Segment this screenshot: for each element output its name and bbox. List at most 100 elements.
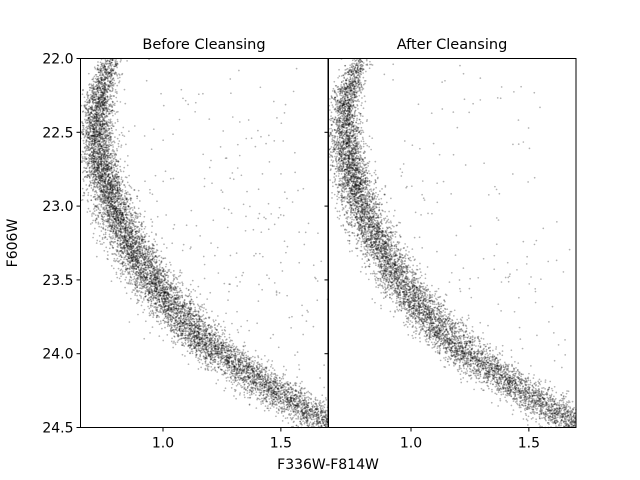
scatter-point xyxy=(103,237,106,239)
scatter-point xyxy=(124,286,126,289)
scatter-point xyxy=(224,343,227,346)
scatter-point xyxy=(86,153,89,155)
scatter-point xyxy=(280,378,283,380)
scatter-point xyxy=(249,389,251,392)
scatter-point xyxy=(146,289,149,292)
scatter-point xyxy=(164,281,167,284)
scatter-point xyxy=(185,312,188,315)
scatter-point xyxy=(83,153,86,156)
scatter-point xyxy=(179,315,182,318)
scatter-point xyxy=(267,388,270,391)
scatter-point xyxy=(243,394,246,396)
scatter-point xyxy=(119,169,122,171)
scatter-point xyxy=(233,381,236,384)
scatter-point xyxy=(105,206,108,209)
scatter-point xyxy=(148,262,151,264)
scatter-point xyxy=(258,385,261,387)
scatter-point xyxy=(206,340,208,343)
scatter-point xyxy=(322,405,324,407)
scatter-point xyxy=(149,296,151,299)
scatter-point xyxy=(116,84,119,87)
scatter-point xyxy=(313,420,316,423)
scatter-point xyxy=(127,208,129,211)
scatter-point xyxy=(105,69,107,72)
scatter-point xyxy=(261,363,263,365)
scatter-point xyxy=(228,380,231,382)
scatter-point xyxy=(300,423,303,425)
scatter-point xyxy=(166,293,169,296)
scatter-point xyxy=(277,412,280,414)
scatter-point xyxy=(97,207,100,209)
scatter-point xyxy=(118,80,121,82)
scatter-point xyxy=(95,109,98,111)
scatter-point xyxy=(164,312,167,315)
scatter-point xyxy=(115,254,118,257)
scatter-point xyxy=(292,384,295,387)
scatter-point xyxy=(106,238,109,241)
scatter-point xyxy=(83,146,86,149)
scatter-point xyxy=(223,389,226,392)
scatter-point xyxy=(283,385,286,388)
scatter-point xyxy=(308,422,311,425)
scatter-point xyxy=(122,219,125,221)
scatter-point xyxy=(150,252,153,255)
scatter-point xyxy=(220,325,222,328)
scatter-point xyxy=(160,311,163,314)
scatter-point xyxy=(89,127,92,129)
scatter-point xyxy=(104,93,107,96)
scatter-point xyxy=(235,397,237,400)
scatter-point xyxy=(135,241,138,243)
scatter-point xyxy=(164,283,166,286)
scatter-point xyxy=(246,392,249,395)
scatter-point xyxy=(88,146,91,149)
scatter-point xyxy=(193,340,196,343)
scatter-point xyxy=(200,366,202,369)
scatter-point xyxy=(207,365,210,368)
scatter-point xyxy=(214,333,217,336)
scatter-point xyxy=(298,396,300,399)
scatter-point xyxy=(252,363,255,366)
scatter-point xyxy=(140,260,143,262)
scatter-point xyxy=(199,341,202,344)
scatter-point xyxy=(322,400,325,403)
scatter-point xyxy=(203,336,206,338)
scatter-point xyxy=(97,181,100,184)
scatter-point xyxy=(281,393,283,396)
scatter-point xyxy=(315,405,318,408)
scatter-point xyxy=(197,359,200,362)
scatter-point xyxy=(135,221,137,223)
scatter-point xyxy=(102,233,105,236)
scatter-point xyxy=(214,347,217,350)
scatter-point xyxy=(100,215,103,217)
scatter-point xyxy=(101,123,104,126)
scatter-point xyxy=(156,249,159,252)
scatter-point xyxy=(107,254,109,256)
scatter-point xyxy=(182,328,185,331)
scatter-point xyxy=(207,326,210,329)
scatter-point xyxy=(107,229,109,232)
scatter-point xyxy=(114,182,116,185)
scatter-point xyxy=(230,387,233,389)
scatter-point xyxy=(194,290,197,292)
scatter-point xyxy=(125,276,127,279)
scatter-point xyxy=(275,407,278,409)
scatter-point xyxy=(130,270,133,273)
scatter-point xyxy=(148,245,151,248)
scatter-point xyxy=(105,112,108,114)
scatter-point xyxy=(262,368,265,371)
scatter-point xyxy=(150,231,153,234)
scatter-point xyxy=(280,412,283,414)
scatter-point xyxy=(236,351,239,353)
scatter-point xyxy=(189,283,192,286)
scatter-point xyxy=(130,279,133,282)
scatter-point xyxy=(119,158,122,160)
scatter-point xyxy=(124,189,127,192)
scatter-point xyxy=(181,311,183,314)
scatter-point xyxy=(98,234,101,237)
scatter-point xyxy=(103,180,106,183)
scatter-point xyxy=(189,333,192,336)
scatter-point xyxy=(260,403,262,405)
scatter-point xyxy=(276,379,279,382)
scatter-point xyxy=(109,64,112,66)
scatter-point xyxy=(103,249,106,252)
